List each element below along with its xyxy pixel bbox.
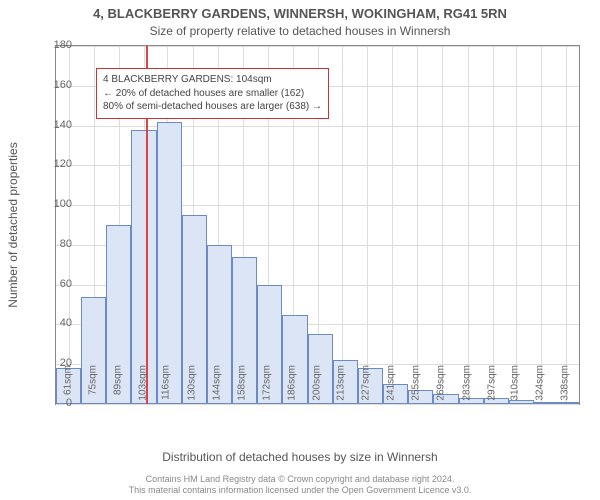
gridline-v bbox=[367, 46, 368, 404]
chart-container: 4, BLACKBERRY GARDENS, WINNERSH, WOKINGH… bbox=[0, 0, 600, 500]
x-tick-label: 144sqm bbox=[211, 365, 222, 401]
x-tick-label: 324sqm bbox=[535, 365, 546, 401]
x-axis-label: Distribution of detached houses by size … bbox=[0, 450, 600, 464]
gridline-v bbox=[566, 46, 567, 404]
footer-line1: Contains HM Land Registry data © Crown c… bbox=[0, 474, 600, 485]
x-tick-label: 75sqm bbox=[87, 365, 98, 395]
annotation-box: 4 BLACKBERRY GARDENS: 104sqm ← 20% of de… bbox=[96, 68, 329, 119]
y-tick-label: 140 bbox=[42, 119, 72, 131]
gridline-v bbox=[417, 46, 418, 404]
x-tick-label: 338sqm bbox=[560, 365, 571, 401]
x-tick-label: 61sqm bbox=[62, 365, 73, 395]
gridline-v bbox=[392, 46, 393, 404]
annotation-line3: 80% of semi-detached houses are larger (… bbox=[103, 100, 322, 114]
y-axis-label: Number of detached properties bbox=[6, 142, 20, 307]
y-tick-label: 40 bbox=[42, 317, 72, 329]
footer-text: Contains HM Land Registry data © Crown c… bbox=[0, 474, 600, 496]
gridline-v bbox=[493, 46, 494, 404]
x-tick-label: 103sqm bbox=[138, 365, 149, 401]
annotation-line1: 4 BLACKBERRY GARDENS: 104sqm bbox=[103, 73, 322, 87]
plot-area: 4 BLACKBERRY GARDENS: 104sqm ← 20% of de… bbox=[55, 45, 580, 405]
x-tick-label: 200sqm bbox=[312, 365, 323, 401]
x-tick-label: 310sqm bbox=[510, 365, 521, 401]
gridline-v bbox=[468, 46, 469, 404]
x-tick-label: 172sqm bbox=[262, 365, 273, 401]
histogram-bar bbox=[509, 400, 534, 404]
x-tick-label: 255sqm bbox=[411, 365, 422, 401]
y-tick-label: 60 bbox=[42, 278, 72, 290]
x-tick-label: 89sqm bbox=[112, 365, 123, 395]
y-tick-label: 80 bbox=[42, 238, 72, 250]
y-tick-label: 180 bbox=[42, 39, 72, 51]
x-tick-label: 186sqm bbox=[287, 365, 298, 401]
gridline-v bbox=[342, 46, 343, 404]
x-tick-label: 158sqm bbox=[236, 365, 247, 401]
annotation-line2: ← 20% of detached houses are smaller (16… bbox=[103, 87, 322, 101]
gridline-v bbox=[541, 46, 542, 404]
gridline-v bbox=[516, 46, 517, 404]
x-tick-label: 213sqm bbox=[335, 365, 346, 401]
x-tick-label: 227sqm bbox=[360, 365, 371, 401]
chart-title-line2: Size of property relative to detached ho… bbox=[0, 24, 600, 38]
histogram-bar bbox=[131, 130, 156, 404]
y-tick-label: 0 bbox=[42, 397, 72, 409]
histogram-bar bbox=[534, 402, 559, 404]
y-tick-label: 100 bbox=[42, 198, 72, 210]
x-tick-label: 241sqm bbox=[386, 365, 397, 401]
gridline-h bbox=[56, 404, 579, 405]
y-tick-label: 160 bbox=[42, 79, 72, 91]
x-tick-label: 297sqm bbox=[486, 365, 497, 401]
gridline-v bbox=[442, 46, 443, 404]
x-tick-label: 116sqm bbox=[161, 365, 172, 400]
x-tick-label: 283sqm bbox=[461, 365, 472, 401]
y-tick-label: 120 bbox=[42, 158, 72, 170]
histogram-bar bbox=[559, 402, 579, 404]
gridline-v bbox=[69, 46, 70, 404]
histogram-bar bbox=[157, 122, 182, 404]
footer-line2: This material contains information licen… bbox=[0, 485, 600, 496]
chart-title-line1: 4, BLACKBERRY GARDENS, WINNERSH, WOKINGH… bbox=[0, 6, 600, 21]
x-tick-label: 130sqm bbox=[186, 365, 197, 401]
x-tick-label: 269sqm bbox=[436, 365, 447, 401]
